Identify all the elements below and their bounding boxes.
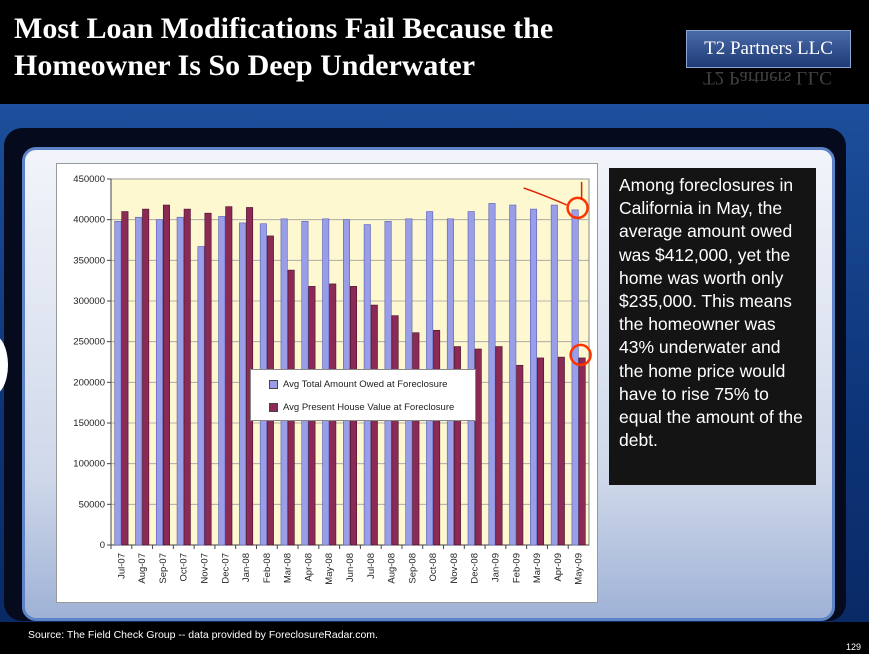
y-tick-label: 300000 [73, 296, 105, 307]
y-tick-label: 0 [100, 540, 105, 551]
source-note: Source: The Field Check Group -- data pr… [28, 629, 378, 641]
bar-owed [176, 216, 184, 546]
x-tick-label: May-09 [574, 553, 585, 585]
bar-owed [155, 219, 163, 546]
legend-swatch-value [269, 403, 278, 412]
bar-owed [509, 204, 517, 546]
x-tick-label: Jan-09 [490, 553, 501, 582]
bar-value [162, 204, 170, 546]
bar-owed [135, 216, 143, 546]
x-tick-label: Nov-07 [200, 553, 211, 584]
bar-owed [239, 222, 247, 546]
page-number: 129 [846, 642, 862, 652]
bar-owed [197, 246, 205, 546]
bar-owed [550, 204, 558, 546]
chart-legend: Avg Total Amount Owed at Foreclosure Avg… [250, 369, 476, 421]
bar-owed [530, 208, 538, 546]
bar-value [370, 304, 378, 546]
y-tick-label: 100000 [73, 459, 105, 470]
x-tick-label: Aug-08 [387, 553, 398, 584]
highlight-circle-owed [566, 196, 589, 220]
bar-value [204, 212, 212, 546]
legend-label-owed: Avg Total Amount Owed at Foreclosure [283, 379, 448, 390]
callout-text: Among foreclosures in California in May,… [609, 168, 816, 485]
y-tick-label: 350000 [73, 255, 105, 266]
x-tick-label: Sep-07 [158, 553, 169, 584]
x-tick-label: Dec-08 [470, 553, 481, 584]
x-tick-label: Jul-08 [366, 553, 377, 579]
y-tick-label: 400000 [73, 215, 105, 226]
legend-item-value: Avg Present House Value at Foreclosure [269, 402, 454, 413]
slide-title: Most Loan Modifications Fail Because the… [14, 12, 554, 82]
bar-value [183, 208, 191, 546]
bar-value [557, 356, 565, 546]
bar-value [412, 332, 420, 546]
bar-value [495, 346, 503, 546]
x-tick-label: Sep-08 [407, 553, 418, 584]
x-tick-label: Apr-09 [553, 553, 564, 582]
x-tick-label: Oct-07 [179, 553, 190, 582]
bar-owed [218, 216, 226, 546]
company-logo-reflection: T2 Partners LLC [703, 68, 832, 86]
x-tick-label: Oct-08 [428, 553, 439, 582]
decorative-half-circle [0, 335, 8, 395]
bar-value [578, 357, 586, 546]
bar-value [516, 364, 524, 546]
bar-value [142, 208, 150, 546]
y-tick-label: 150000 [73, 418, 105, 429]
highlight-arrow [523, 187, 567, 206]
x-tick-label: Jun-08 [345, 553, 356, 582]
bar-value [453, 346, 461, 546]
y-tick-label: 250000 [73, 337, 105, 348]
bar-value [474, 348, 482, 546]
bar-owed [114, 220, 122, 546]
legend-swatch-owed [269, 380, 278, 389]
bar-value [225, 206, 233, 546]
bar-value [391, 315, 399, 546]
legend-item-owed: Avg Total Amount Owed at Foreclosure [269, 379, 447, 390]
x-tick-label: Feb-08 [262, 553, 273, 583]
y-tick-label: 450000 [73, 174, 105, 185]
y-tick-label: 50000 [79, 499, 105, 510]
x-tick-label: Nov-08 [449, 553, 460, 584]
company-logo: T2 Partners LLC [686, 30, 851, 68]
x-tick-label: Jul-07 [116, 553, 127, 579]
y-tick-label: 200000 [73, 377, 105, 388]
bar-owed [488, 203, 496, 546]
bar-value [433, 329, 441, 546]
x-tick-label: Aug-07 [137, 553, 148, 584]
bar-owed [571, 209, 579, 546]
x-tick-label: May-08 [324, 553, 335, 585]
x-tick-label: Mar-09 [532, 553, 543, 583]
x-tick-label: Dec-07 [220, 553, 231, 584]
x-tick-label: Jan-08 [241, 553, 252, 582]
bar-value [537, 357, 545, 546]
highlight-circle-value [569, 343, 592, 367]
bar-value [121, 211, 129, 546]
x-tick-label: Feb-09 [511, 553, 522, 583]
legend-label-value: Avg Present House Value at Foreclosure [283, 402, 455, 413]
x-tick-label: Apr-08 [303, 553, 314, 582]
x-tick-label: Mar-08 [283, 553, 294, 583]
